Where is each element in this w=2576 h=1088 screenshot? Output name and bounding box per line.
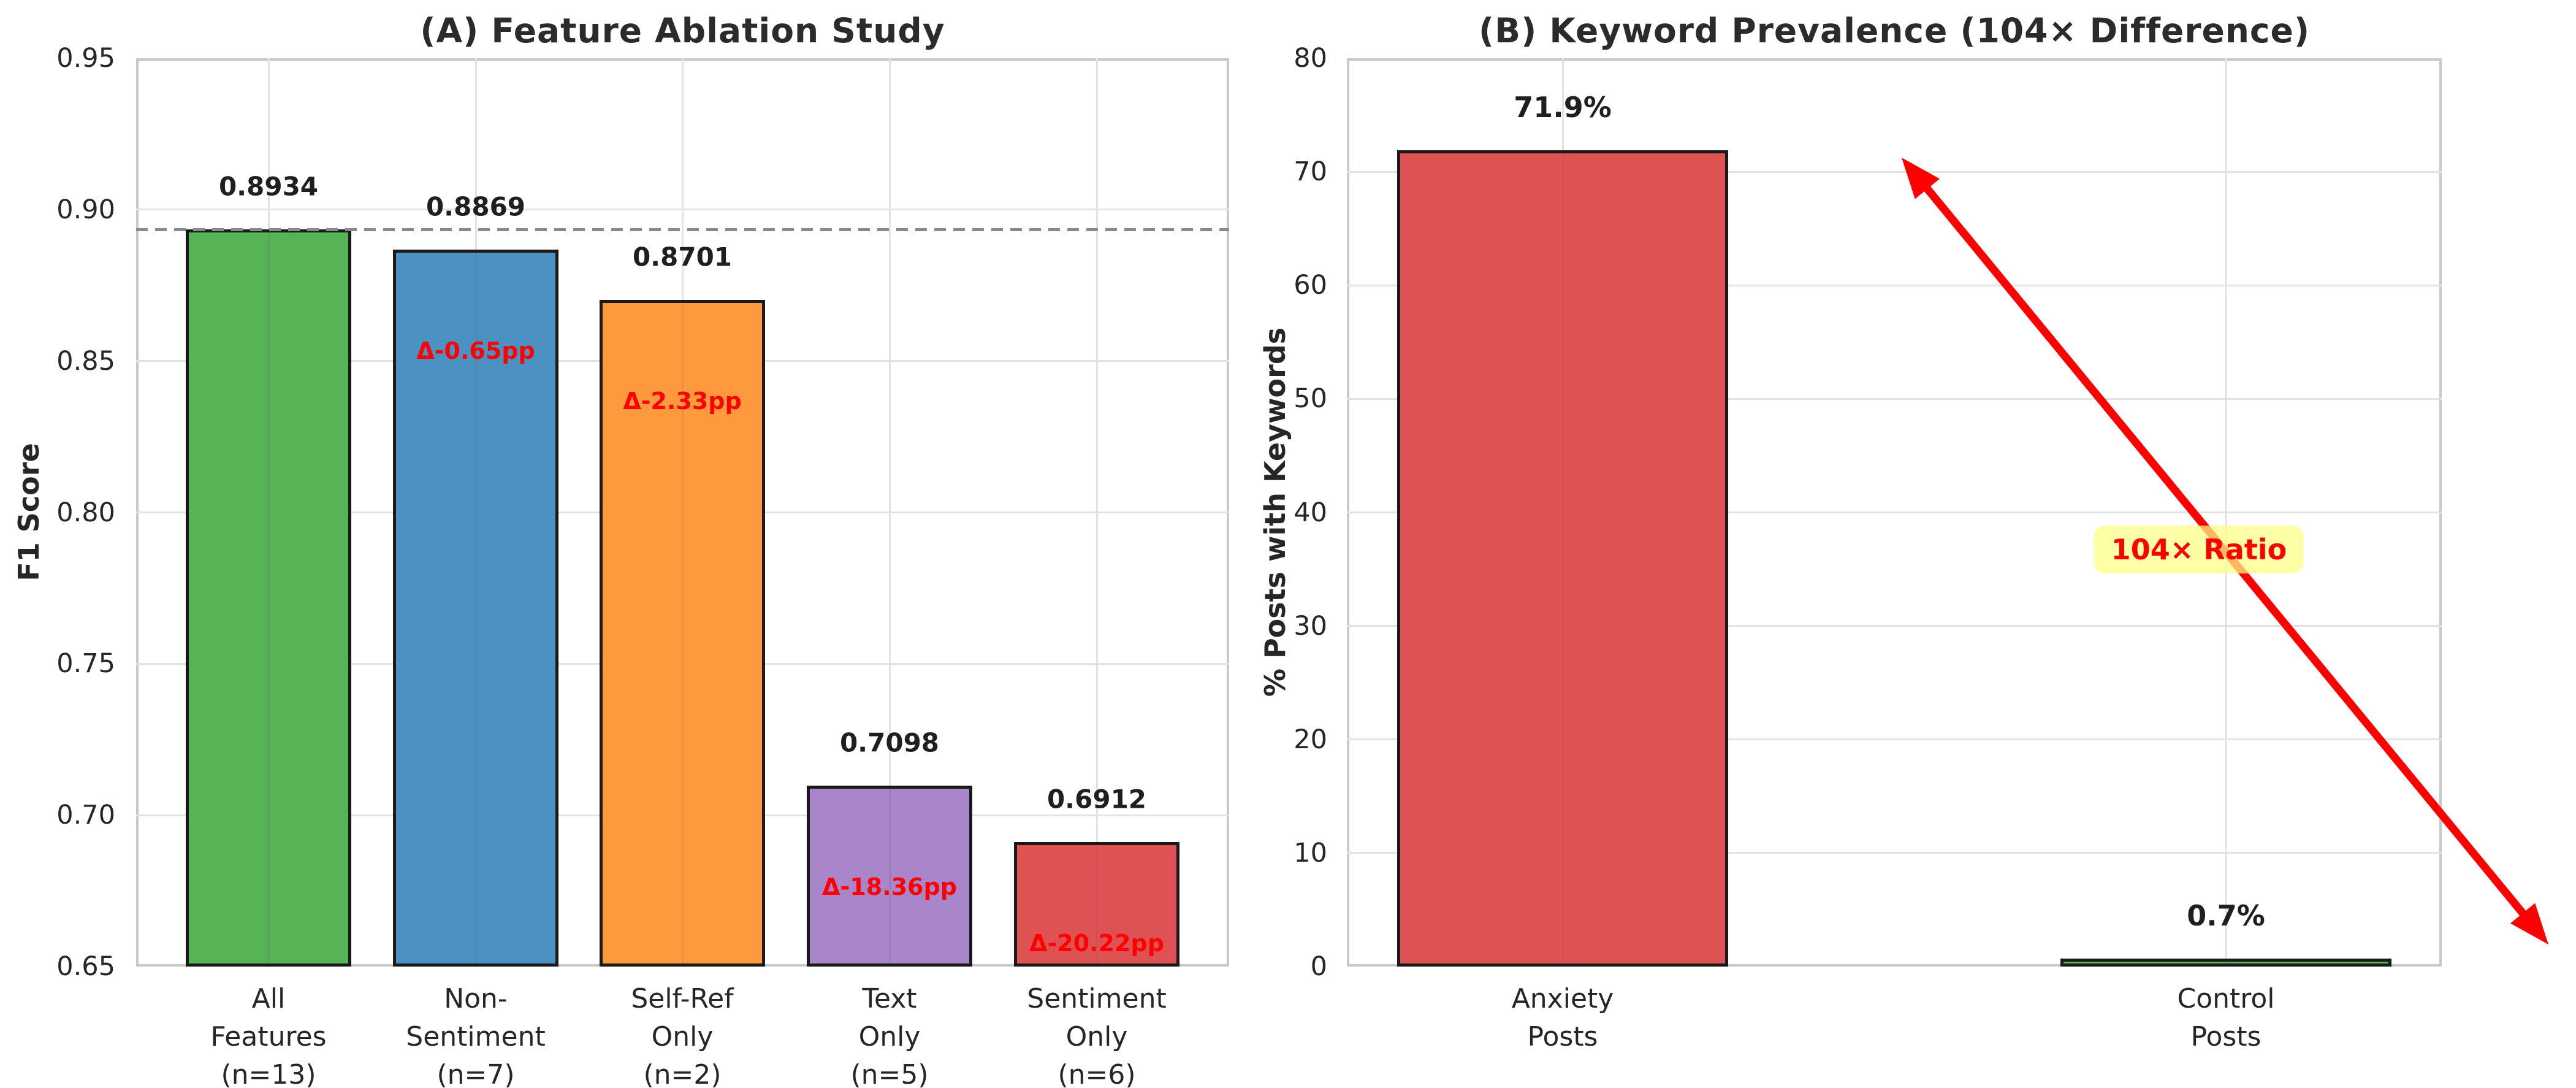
bar: [1014, 841, 1179, 967]
gridline-horizontal: [1347, 738, 2442, 741]
y-tick-label: 50: [1294, 383, 1327, 415]
y-tick-label: 30: [1294, 610, 1327, 642]
x-tick-label: Self-Ref Only (n=2): [631, 980, 733, 1088]
bar-value-label: 71.9%: [1514, 90, 1612, 124]
x-tick-line: Sentiment: [406, 1021, 546, 1052]
bar-delta-label: Δ-18.36pp: [822, 873, 957, 900]
bar-value-label: 0.7098: [839, 727, 940, 758]
x-tick-label: Sentiment Only (n=6): [1027, 980, 1166, 1088]
gridline-horizontal: [1347, 625, 2442, 627]
x-tick-line: (n=2): [643, 1059, 722, 1088]
x-tick-label: All Features (n=13): [210, 980, 326, 1088]
gridline-horizontal: [1347, 284, 2442, 286]
x-tick-label: Non- Sentiment (n=7): [406, 980, 545, 1088]
x-tick-line: Self-Ref: [631, 983, 734, 1014]
bar-centerline: [1096, 845, 1098, 963]
gridline-horizontal: [1347, 511, 2442, 513]
bar-value-label: 0.8869: [425, 191, 526, 221]
y-tick-label: 0.90: [56, 194, 115, 225]
bar-delta-label: Δ-2.33pp: [623, 388, 742, 415]
x-tick-line: Posts: [1527, 1021, 1598, 1052]
x-tick-line: Only: [1065, 1021, 1128, 1052]
y-tick-label: 40: [1294, 497, 1327, 528]
x-tick-line: Anxiety: [1511, 983, 1614, 1014]
x-tick-line: Only: [651, 1021, 714, 1052]
bar-delta-label: Δ-0.65pp: [416, 337, 535, 364]
y-tick-label: 70: [1294, 156, 1327, 188]
bar-value-label: 0.7%: [2187, 899, 2265, 933]
bar: [186, 229, 351, 967]
y-tick-label: 0.70: [56, 800, 115, 831]
x-tick-line: All: [251, 983, 286, 1014]
x-tick-line: (n=5): [850, 1059, 929, 1088]
chart-b-title: (B) Keyword Prevalence (104× Difference): [1479, 11, 2310, 50]
x-tick-label: Text Only (n=5): [850, 980, 928, 1088]
bar-delta-label: Δ-20.22pp: [1029, 929, 1164, 957]
bar: [600, 300, 765, 967]
x-tick-line: (n=13): [221, 1059, 316, 1088]
x-tick-line: Text: [862, 983, 917, 1014]
x-tick-line: Only: [858, 1021, 921, 1052]
arrowhead-down-icon: [2510, 903, 2548, 944]
baseline-dashed-line: [136, 228, 1229, 231]
ratio-annotation: 104× Ratio: [2094, 526, 2304, 573]
y-tick-label: 60: [1294, 270, 1327, 301]
y-tick-label: 0.80: [56, 497, 115, 528]
bar-centerline: [2225, 962, 2227, 963]
bar-value-label: 0.8701: [632, 242, 733, 272]
y-tick-label: 80: [1294, 43, 1327, 74]
bar: [1397, 150, 1728, 967]
bar: [807, 785, 972, 967]
bar-value-label: 0.8934: [218, 171, 319, 202]
bar-centerline: [267, 232, 270, 963]
bar: [393, 249, 558, 967]
gridline-horizontal: [1347, 170, 2442, 173]
gridline-horizontal: [1347, 397, 2442, 400]
gridline-horizontal: [136, 209, 1229, 211]
x-tick-label: Control Posts: [2177, 980, 2274, 1056]
x-tick-line: Posts: [2190, 1021, 2262, 1052]
x-tick-line: Non-: [444, 983, 508, 1014]
x-tick-label: Anxiety Posts: [1512, 980, 1614, 1056]
y-tick-label: 10: [1294, 837, 1327, 868]
bar-centerline: [888, 788, 891, 963]
bar: [2060, 959, 2391, 967]
y-tick-label: 0: [1310, 951, 1327, 982]
y-tick-label: 20: [1294, 724, 1327, 755]
bar-centerline: [681, 303, 684, 963]
x-tick-line: (n=7): [436, 1059, 515, 1088]
x-tick-line: Features: [210, 1021, 327, 1052]
y-tick-label: 0.95: [56, 43, 115, 74]
bar-centerline: [474, 252, 477, 963]
gridline-horizontal: [1347, 852, 2442, 854]
y-tick-label: 0.85: [56, 345, 115, 377]
y-tick-label: 0.75: [56, 648, 115, 680]
x-tick-line: (n=6): [1057, 1059, 1136, 1088]
x-tick-line: Control: [2177, 983, 2275, 1014]
bar-value-label: 0.6912: [1046, 784, 1147, 814]
y-tick-label: 0.65: [56, 951, 115, 982]
bar-centerline: [1561, 153, 1564, 963]
chart-a-title: (A) Feature Ablation Study: [420, 11, 945, 50]
x-tick-line: Sentiment: [1027, 983, 1167, 1014]
